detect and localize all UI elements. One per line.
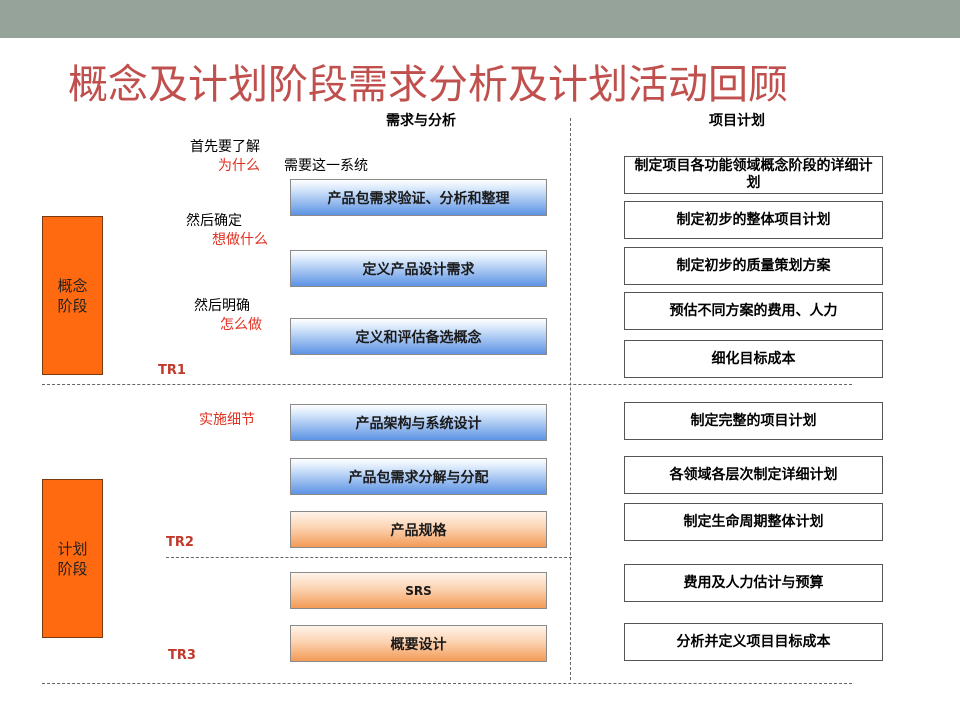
slide-title: 概念及计划阶段需求分析及计划活动回顾 xyxy=(68,62,788,108)
step-outline-design: 概要设计 xyxy=(290,625,547,662)
plan-lifecycle: 制定生命周期整体计划 xyxy=(624,503,883,541)
step-define-design-requirements: 定义产品设计需求 xyxy=(290,250,547,287)
plan-initial-overall: 制定初步的整体项目计划 xyxy=(624,201,883,239)
tr2-divider xyxy=(166,557,572,558)
step-architecture-design: 产品架构与系统设计 xyxy=(290,404,547,441)
tr1-label: TR1 xyxy=(158,363,186,378)
plan-complete-project: 制定完整的项目计划 xyxy=(624,402,883,440)
step-evaluate-concepts: 定义和评估备选概念 xyxy=(290,318,547,355)
note-how: 怎么做 xyxy=(220,317,262,333)
top-bar xyxy=(0,0,960,38)
note-what: 想做什么 xyxy=(212,232,268,248)
plan-initial-quality: 制定初步的质量策划方案 xyxy=(624,247,883,285)
phase-concept: 概念 阶段 xyxy=(42,216,103,375)
step-requirement-validation: 产品包需求验证、分析和整理 xyxy=(290,179,547,216)
plan-estimate-cost: 预估不同方案的费用、人力 xyxy=(624,292,883,330)
phase-concept-label: 概念 阶段 xyxy=(57,276,88,315)
tr3-label: TR3 xyxy=(168,648,196,663)
plan-define-target-cost: 分析并定义项目目标成本 xyxy=(624,623,883,661)
note-first: 首先要了解 xyxy=(190,139,260,155)
note-then-clarify: 然后明确 xyxy=(194,298,250,314)
plan-target-cost: 细化目标成本 xyxy=(624,340,883,378)
column-header-plan: 项目计划 xyxy=(709,113,765,129)
plan-detailed-domains: 各领域各层次制定详细计划 xyxy=(624,456,883,494)
step-srs: SRS xyxy=(290,572,547,609)
step-product-spec: 产品规格 xyxy=(290,511,547,548)
plan-budget: 费用及人力估计与预算 xyxy=(624,564,883,602)
column-header-requirements: 需求与分析 xyxy=(386,113,456,129)
phase-plan-label: 计划 阶段 xyxy=(57,539,88,578)
note-detail: 实施细节 xyxy=(199,412,255,428)
phase-divider-plan xyxy=(42,683,852,684)
phase-plan: 计划 阶段 xyxy=(42,479,103,638)
note-need: 需要这一系统 xyxy=(284,158,368,174)
column-divider xyxy=(570,118,571,680)
tr2-label: TR2 xyxy=(166,535,194,550)
plan-concept-detailed: 制定项目各功能领域概念阶段的详细计划 xyxy=(624,156,883,194)
phase-divider-concept xyxy=(42,384,852,385)
note-why: 为什么 xyxy=(218,158,260,174)
note-then-confirm: 然后确定 xyxy=(186,213,242,229)
step-requirement-allocation: 产品包需求分解与分配 xyxy=(290,458,547,495)
